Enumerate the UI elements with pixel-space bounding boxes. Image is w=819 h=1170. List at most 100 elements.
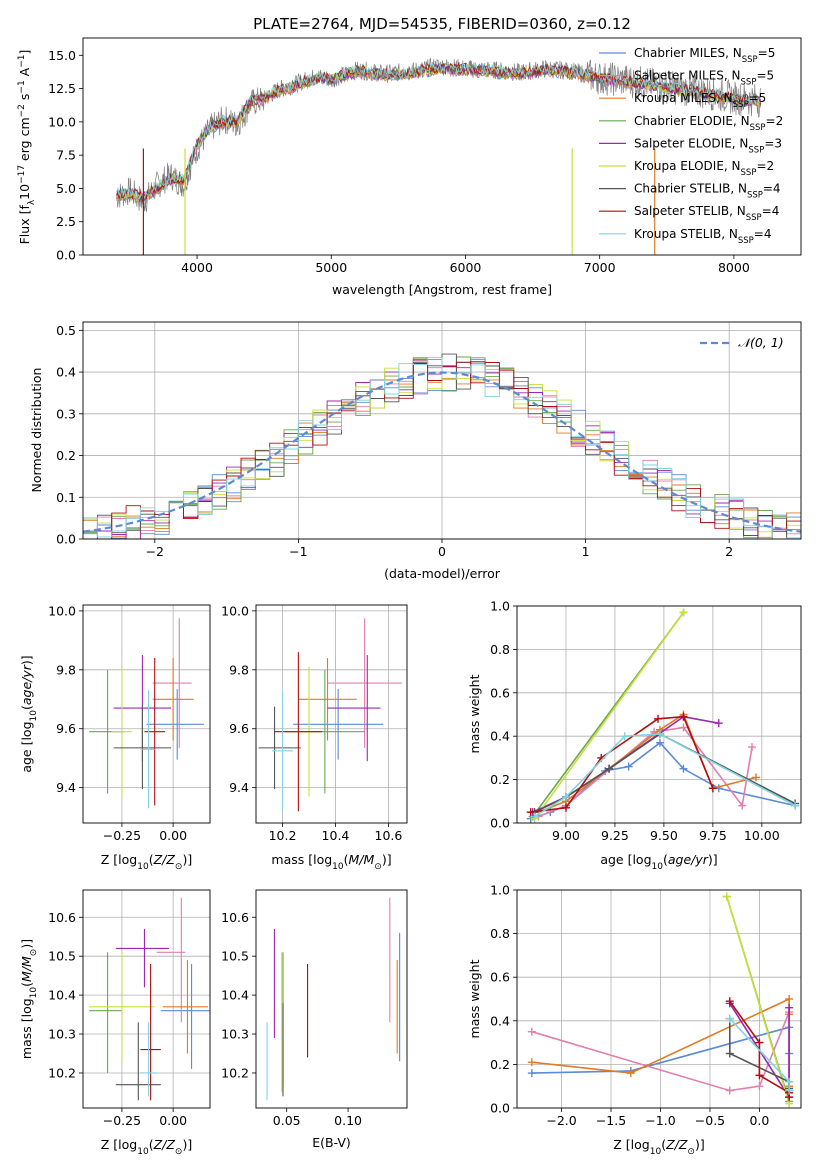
errorbar-point: [113, 706, 172, 790]
y-tick-label: 0.6: [490, 685, 510, 700]
legend-label: Kroupa MILES, NSSP=5: [634, 91, 766, 110]
plus-marker: [655, 730, 664, 739]
x-tick-label: 7000: [584, 260, 616, 275]
x-axis-label: E(B-V): [312, 1135, 351, 1150]
errorbar-point: [142, 690, 155, 809]
axes-frame: [255, 889, 408, 1109]
plus-marker: [530, 812, 539, 821]
x-tick-label: 9.50: [650, 828, 678, 843]
panel-mass_vs_EBV: 0.05 0.10 10.2 10.3 10.4 10.5 10.6 E(B-V): [221, 889, 408, 1150]
x-tick-label: −1: [289, 544, 307, 559]
legend-label: Chabrier ELODIE, NSSP=2: [634, 114, 783, 133]
y-tick-label: 10.6: [48, 910, 76, 925]
weight-line: [534, 733, 796, 813]
axes-frame: [516, 605, 802, 824]
plus-marker: [748, 743, 757, 752]
plus-marker: [738, 801, 747, 810]
x-tick-label: 10.2: [269, 828, 297, 843]
y-tick-label: 10.6: [221, 910, 249, 925]
plus-marker: [785, 1003, 794, 1012]
x-tick-label: 9.75: [699, 828, 727, 843]
errorbar-point: [115, 928, 170, 988]
errorbar-point: [146, 688, 204, 760]
panel-age_vs_mass: 10.2 10.4 10.6 9.4 9.6 9.8 10.0 mass [log10(M/M…: [221, 603, 408, 872]
y-axis-label: mass [log10(M/M⊙)]: [19, 939, 39, 1059]
y-tick-label: 0.4: [56, 365, 76, 380]
x-tick-label: 0.00: [159, 828, 187, 843]
residual-histogram: [83, 360, 801, 539]
x-tick-label: 0.10: [334, 1113, 362, 1128]
errorbar-point: [162, 960, 208, 1054]
panel-weight_vs_age: 9.00 9.25 9.50 9.75 10.00 0.0 0.2 0.4 0.6 0.8 1.0 a…: [467, 599, 802, 872]
plus-marker: [654, 714, 663, 723]
panel-age_vs_Z: −0.25 0.00 9.4 9.6 9.8 10.0 Z [log10(Z/Z⊙)] age…: [19, 603, 211, 872]
plot-area: [527, 892, 794, 1108]
plot-area: [83, 353, 801, 539]
weight-line: [538, 713, 757, 813]
y-tick-label: 0.1: [56, 490, 76, 505]
plus-marker: [755, 1082, 764, 1091]
gaussian-curve: [83, 371, 801, 533]
plus-marker: [527, 1027, 536, 1036]
x-tick-label: 8000: [718, 260, 750, 275]
y-axis-label: Flux [fλ10−17 erg cm−2 s−1 A−1]: [17, 50, 37, 245]
x-tick-label: −0.5: [695, 1113, 725, 1128]
legend: Chabrier MILES, NSSP=5 Salpeter MILES, NS…: [599, 46, 783, 246]
plus-marker: [526, 808, 535, 817]
y-tick-label: 0.6: [490, 970, 510, 985]
plus-marker: [605, 764, 614, 773]
errorbar-point: [156, 897, 186, 1023]
errorbar-point: [160, 963, 210, 1070]
x-tick-label: 0.05: [273, 1113, 301, 1128]
x-tick-label: 2: [725, 544, 733, 559]
plus-marker: [755, 1038, 764, 1047]
x-axis-label: wavelength [Angstrom, rest frame]: [332, 282, 552, 297]
model-spectrum: [116, 62, 761, 202]
y-tick-label: 10.2: [48, 1065, 76, 1080]
plus-marker: [624, 762, 633, 771]
y-tick-label: 0.2: [490, 1057, 510, 1072]
errorbar-point: [140, 1022, 157, 1097]
y-tick-label: 10.2: [221, 1065, 249, 1080]
y-tick-label: 9.8: [56, 662, 76, 677]
model-spectrum: [116, 61, 761, 200]
plus-marker: [725, 997, 734, 1006]
plus-marker: [679, 764, 688, 773]
y-tick-label: 0.0: [490, 1101, 510, 1116]
plus-marker: [725, 1086, 734, 1095]
x-tick-label: −2: [146, 544, 164, 559]
errorbar-point: [327, 618, 402, 748]
residual-histogram: [83, 357, 801, 539]
plus-marker: [714, 719, 723, 728]
errorbar-point: [140, 963, 161, 1101]
y-tick-label: 9.6: [229, 721, 249, 736]
plus-marker: [679, 723, 688, 732]
y-tick-label: 1.0: [490, 599, 510, 614]
plus-marker: [626, 1069, 635, 1078]
x-tick-label: 5000: [315, 260, 347, 275]
errorbar-point: [152, 618, 192, 748]
y-axis-label: Normed distribution: [29, 368, 44, 493]
plus-marker: [655, 738, 664, 747]
plus-marker: [791, 801, 800, 810]
plus-marker: [755, 1071, 764, 1080]
x-axis-label: age [log10(age/yr)]: [600, 852, 717, 872]
y-tick-label: 0.2: [490, 772, 510, 787]
weight-line: [533, 612, 685, 820]
x-tick-label: 9.25: [601, 828, 629, 843]
y-tick-label: 0.8: [490, 642, 510, 657]
x-tick-label: 0.0: [749, 1113, 769, 1128]
legend-label: Chabrier MILES, NSSP=5: [634, 46, 775, 65]
axes-frame: [82, 37, 802, 256]
y-tick-label: 9.4: [229, 780, 249, 795]
plus-marker: [785, 995, 794, 1003]
errorbar-point: [89, 952, 155, 1062]
model-spectrum: [116, 61, 762, 203]
x-axis-label: Z [log10(Z/Z⊙)]: [101, 852, 192, 872]
weight-line: [726, 896, 790, 1104]
y-tick-label: 10.0: [48, 603, 76, 618]
x-tick-label: 0.00: [159, 1113, 187, 1128]
errorbar-point: [298, 658, 357, 741]
y-tick-label: 7.5: [56, 148, 76, 163]
figure-title: PLATE=2764, MJD=54535, FIBERID=0360, z=0…: [253, 15, 631, 33]
